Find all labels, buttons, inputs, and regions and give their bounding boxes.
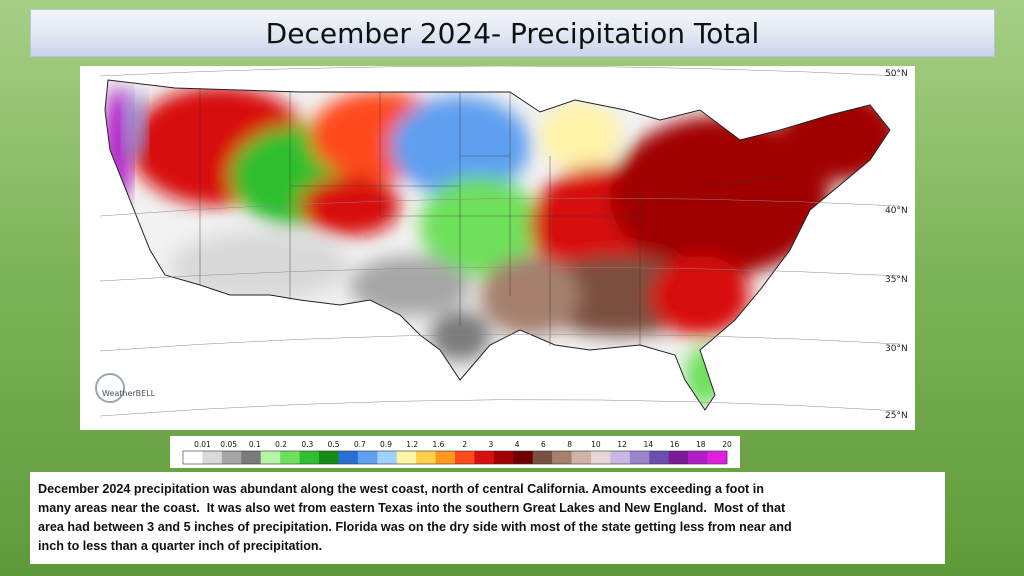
legend-swatch bbox=[629, 451, 650, 464]
legend-label: 1.6 bbox=[433, 440, 445, 449]
lat-label: 50°N bbox=[885, 69, 908, 79]
legend-label: 0.01 bbox=[194, 440, 211, 449]
graticule bbox=[99, 66, 901, 417]
legend-label: 2 bbox=[462, 440, 467, 449]
legend-label: 0.9 bbox=[380, 440, 392, 449]
legend-swatch bbox=[202, 451, 223, 464]
us-outline bbox=[104, 79, 891, 411]
legend-label: 3 bbox=[489, 440, 494, 449]
legend-label: 0.05 bbox=[220, 440, 237, 449]
caption-line: many areas near the coast. It was also w… bbox=[38, 501, 786, 515]
lat-label: 40°N bbox=[885, 206, 908, 216]
legend-swatch bbox=[552, 451, 572, 464]
legend-swatch bbox=[338, 451, 359, 464]
legend-swatch bbox=[571, 451, 592, 464]
legend-label: 0.2 bbox=[275, 440, 287, 449]
legend-swatch bbox=[610, 451, 631, 464]
legend-label: 0.3 bbox=[301, 440, 313, 449]
legend-label: 1.2 bbox=[406, 440, 418, 449]
legend-label: 4 bbox=[515, 440, 520, 449]
legend-swatch bbox=[591, 451, 611, 464]
caption-box: December 2024 precipitation was abundant… bbox=[30, 472, 945, 564]
legend-label: 16 bbox=[670, 440, 680, 449]
legend-swatch bbox=[707, 451, 728, 464]
legend-swatch bbox=[396, 451, 417, 464]
legend-swatch bbox=[319, 451, 339, 464]
caption-line: December 2024 precipitation was abundant… bbox=[38, 482, 764, 496]
legend-swatch bbox=[532, 451, 553, 464]
logo-text: WeatherBELL bbox=[102, 389, 156, 398]
legend-label: 0.1 bbox=[249, 440, 261, 449]
legend-label: 0.7 bbox=[354, 440, 366, 449]
legend-label: 6 bbox=[541, 440, 546, 449]
caption-line: inch to less than a quarter inch of prec… bbox=[38, 539, 323, 553]
legend-label: 8 bbox=[567, 440, 572, 449]
legend-swatch bbox=[474, 451, 495, 464]
precip-map: WeatherBELL 50°N 40°N 35°N 30°N 25°N bbox=[80, 66, 915, 430]
lat-labels: 50°N 40°N 35°N 30°N 25°N bbox=[885, 69, 908, 421]
legend-label: 14 bbox=[644, 440, 654, 449]
legend-swatch bbox=[688, 451, 708, 464]
caption-line: area had between 3 and 5 inches of preci… bbox=[38, 520, 792, 534]
lat-label: 25°N bbox=[885, 411, 908, 421]
legend-label: 20 bbox=[722, 440, 732, 449]
legend-swatch bbox=[435, 451, 456, 464]
legend-swatch bbox=[221, 451, 242, 464]
legend-label: 10 bbox=[591, 440, 601, 449]
legend-swatch bbox=[649, 451, 670, 464]
legend-swatch bbox=[183, 451, 203, 464]
lat-label: 35°N bbox=[885, 275, 908, 285]
legend-swatch bbox=[493, 451, 514, 464]
legend-label: 18 bbox=[696, 440, 706, 449]
legend-swatch bbox=[513, 451, 534, 464]
legend-label: 0.5 bbox=[328, 440, 340, 449]
legend-swatch bbox=[299, 451, 320, 464]
legend-swatch bbox=[280, 451, 300, 464]
legend-label: 12 bbox=[617, 440, 627, 449]
legend-swatch bbox=[416, 451, 436, 464]
slide-title: December 2024- Precipitation Total bbox=[30, 9, 995, 57]
logo: WeatherBELL bbox=[95, 373, 156, 403]
color-legend: 0.01 0.05 0.1 0.2 0.3 0.5 0.7 0.9 1.2 1.6 2 3 4 6 8 10 1… bbox=[170, 436, 740, 468]
legend-swatch bbox=[357, 451, 378, 464]
legend-swatch bbox=[241, 451, 262, 464]
lat-label: 30°N bbox=[885, 344, 908, 354]
legend-swatch bbox=[260, 451, 281, 464]
legend-swatch bbox=[455, 451, 475, 464]
legend-swatch bbox=[668, 451, 689, 464]
state-lines bbox=[199, 88, 781, 346]
legend-swatch bbox=[377, 451, 398, 464]
legend-frame bbox=[182, 450, 728, 465]
